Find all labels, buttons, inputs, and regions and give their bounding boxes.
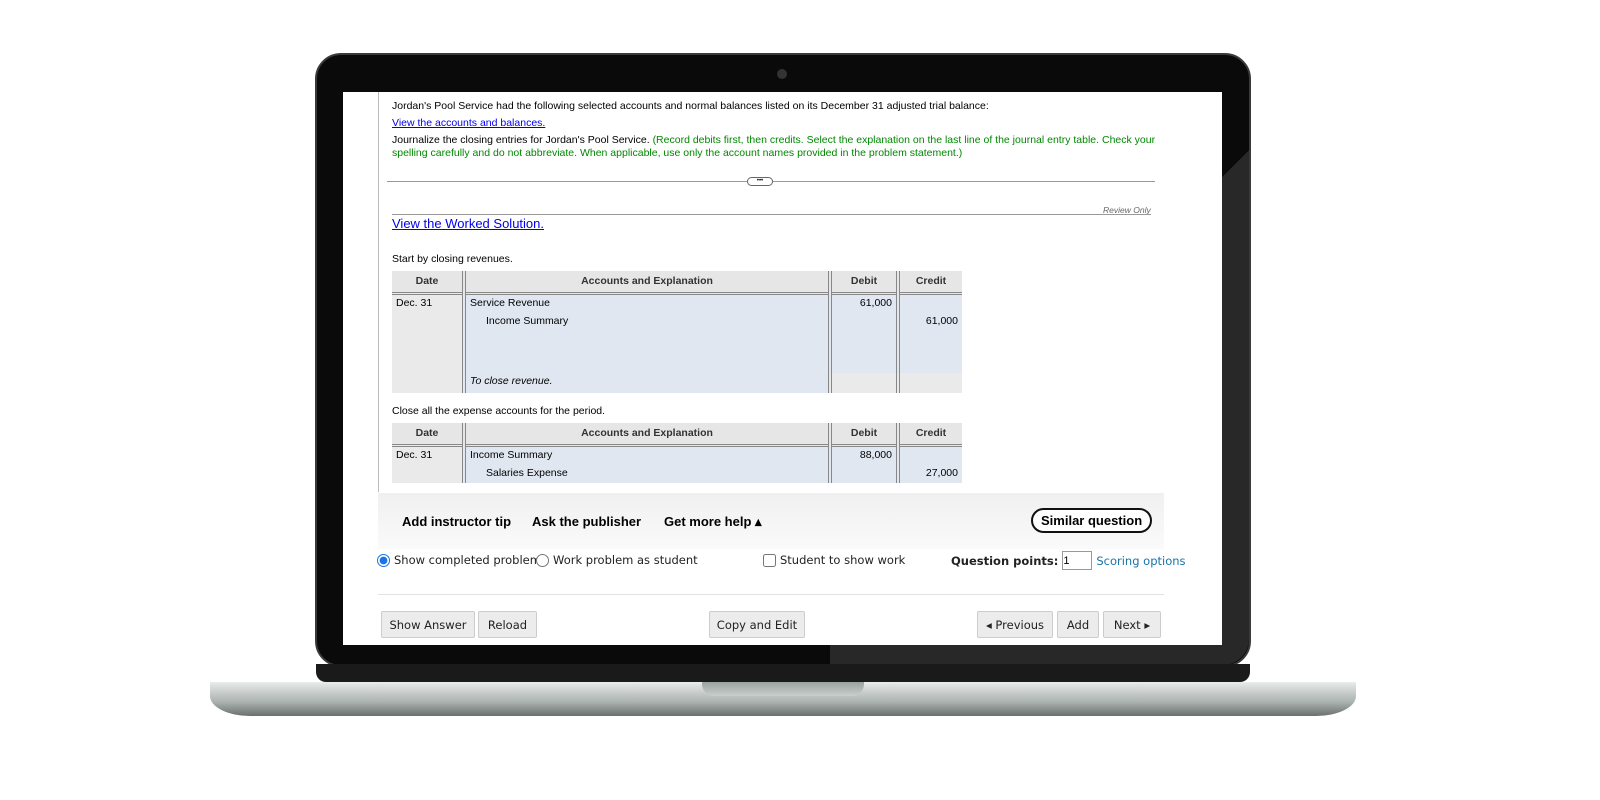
show-answer-button[interactable]: Show Answer xyxy=(381,611,475,638)
problem-intro: Jordan's Pool Service had the following … xyxy=(392,100,989,112)
show-completed-option[interactable]: Show completed problem xyxy=(377,553,541,567)
col-debit: Debit xyxy=(828,423,898,447)
student-show-work-checkbox[interactable] xyxy=(763,553,776,567)
credit-cell[interactable] xyxy=(896,445,962,465)
student-show-work-label: Student to show work xyxy=(780,553,906,567)
account-cell[interactable]: Income Summary xyxy=(462,445,830,465)
worked-solution-link[interactable]: View the Worked Solution. xyxy=(392,216,544,231)
scoring-options-link[interactable]: Scoring options xyxy=(1096,553,1186,568)
journal-table-revenue: Date Accounts and Explanation Debit Credit … xyxy=(392,271,962,393)
points-input[interactable] xyxy=(1062,551,1093,570)
instruction-note: (Record debits first, then credits. Sele… xyxy=(392,134,1156,159)
expand-toggle[interactable]: ••• xyxy=(747,177,773,186)
problem-instruction: Journalize the closing entries for Jorda… xyxy=(392,134,1162,160)
journal-table-expense: Date Accounts and Explanation Debit Credit … xyxy=(392,423,962,483)
debit-cell[interactable] xyxy=(828,465,898,483)
previous-button[interactable]: ◂ Previous xyxy=(977,611,1053,638)
col-accounts: Accounts and Explanation xyxy=(462,271,830,295)
ask-publisher[interactable]: Ask the publisher xyxy=(532,514,642,529)
account-cell[interactable]: Income Summary xyxy=(462,313,830,333)
show-completed-radio[interactable] xyxy=(377,553,390,567)
debit-cell[interactable]: 61,000 xyxy=(828,293,898,313)
date-cell: Dec. 31 xyxy=(392,445,464,483)
help-bar: Add instructor tip Ask the publisher Get… xyxy=(378,493,1164,549)
credit-cell[interactable]: 61,000 xyxy=(896,313,962,333)
table-row: Dec. 31 Service Revenue 61,000 xyxy=(392,293,962,393)
col-credit: Credit xyxy=(896,423,962,447)
work-as-student-radio[interactable] xyxy=(536,553,549,567)
student-show-work-option[interactable]: Student to show work xyxy=(763,553,905,567)
work-as-student-label: Work problem as student xyxy=(553,553,698,567)
account-cell[interactable]: Salaries Expense xyxy=(462,465,830,483)
step2-label: Close all the expense accounts for the p… xyxy=(392,405,606,417)
similar-question-button[interactable]: Similar question xyxy=(1031,508,1153,533)
camera xyxy=(777,69,787,79)
col-credit: Credit xyxy=(896,271,962,295)
get-more-help[interactable]: Get more help ▴ xyxy=(664,514,762,529)
date-cell: Dec. 31 xyxy=(392,293,464,393)
table-row: To close revenue. xyxy=(392,373,962,393)
debit-cell[interactable] xyxy=(828,313,898,333)
question-points: Question points: Scoring options xyxy=(951,551,1186,570)
content-border xyxy=(378,92,379,492)
col-accounts: Accounts and Explanation xyxy=(462,423,830,447)
divider xyxy=(392,214,1151,215)
journal-table-expense-wrap: Date Accounts and Explanation Debit Credit … xyxy=(392,423,962,483)
credit-cell[interactable]: 27,000 xyxy=(896,465,962,483)
col-debit: Debit xyxy=(828,271,898,295)
screen: Jordan's Pool Service had the following … xyxy=(343,92,1222,645)
next-button[interactable]: Next ▸ xyxy=(1103,611,1161,638)
col-date: Date xyxy=(392,423,464,447)
copy-edit-button[interactable]: Copy and Edit xyxy=(709,611,805,638)
show-completed-label: Show completed problem xyxy=(394,553,541,567)
credit-cell[interactable] xyxy=(896,293,962,313)
divider xyxy=(378,594,1164,595)
reload-button[interactable]: Reload xyxy=(478,611,537,638)
accounts-link[interactable]: View the accounts and balances. xyxy=(392,117,546,129)
account-cell[interactable]: Service Revenue xyxy=(462,293,830,313)
work-as-student-option[interactable]: Work problem as student xyxy=(536,553,698,567)
laptop-hinge xyxy=(316,664,1250,682)
add-instructor-tip[interactable]: Add instructor tip xyxy=(402,514,512,529)
col-date: Date xyxy=(392,271,464,295)
table-row: Dec. 31 Income Summary 88,000 xyxy=(392,445,962,483)
debit-cell[interactable]: 88,000 xyxy=(828,445,898,465)
step1-label: Start by closing revenues. xyxy=(392,253,513,265)
explanation-cell[interactable]: To close revenue. xyxy=(462,373,830,393)
laptop-notch xyxy=(702,682,864,696)
add-button[interactable]: Add xyxy=(1057,611,1099,638)
table-row: Income Summary 61,000 xyxy=(392,313,962,333)
review-only: Review Only xyxy=(1103,205,1151,215)
points-label: Question points: xyxy=(951,553,1059,568)
instruction-text: Journalize the closing entries for Jorda… xyxy=(392,134,650,146)
table-row: Salaries Expense 27,000 xyxy=(392,465,962,483)
